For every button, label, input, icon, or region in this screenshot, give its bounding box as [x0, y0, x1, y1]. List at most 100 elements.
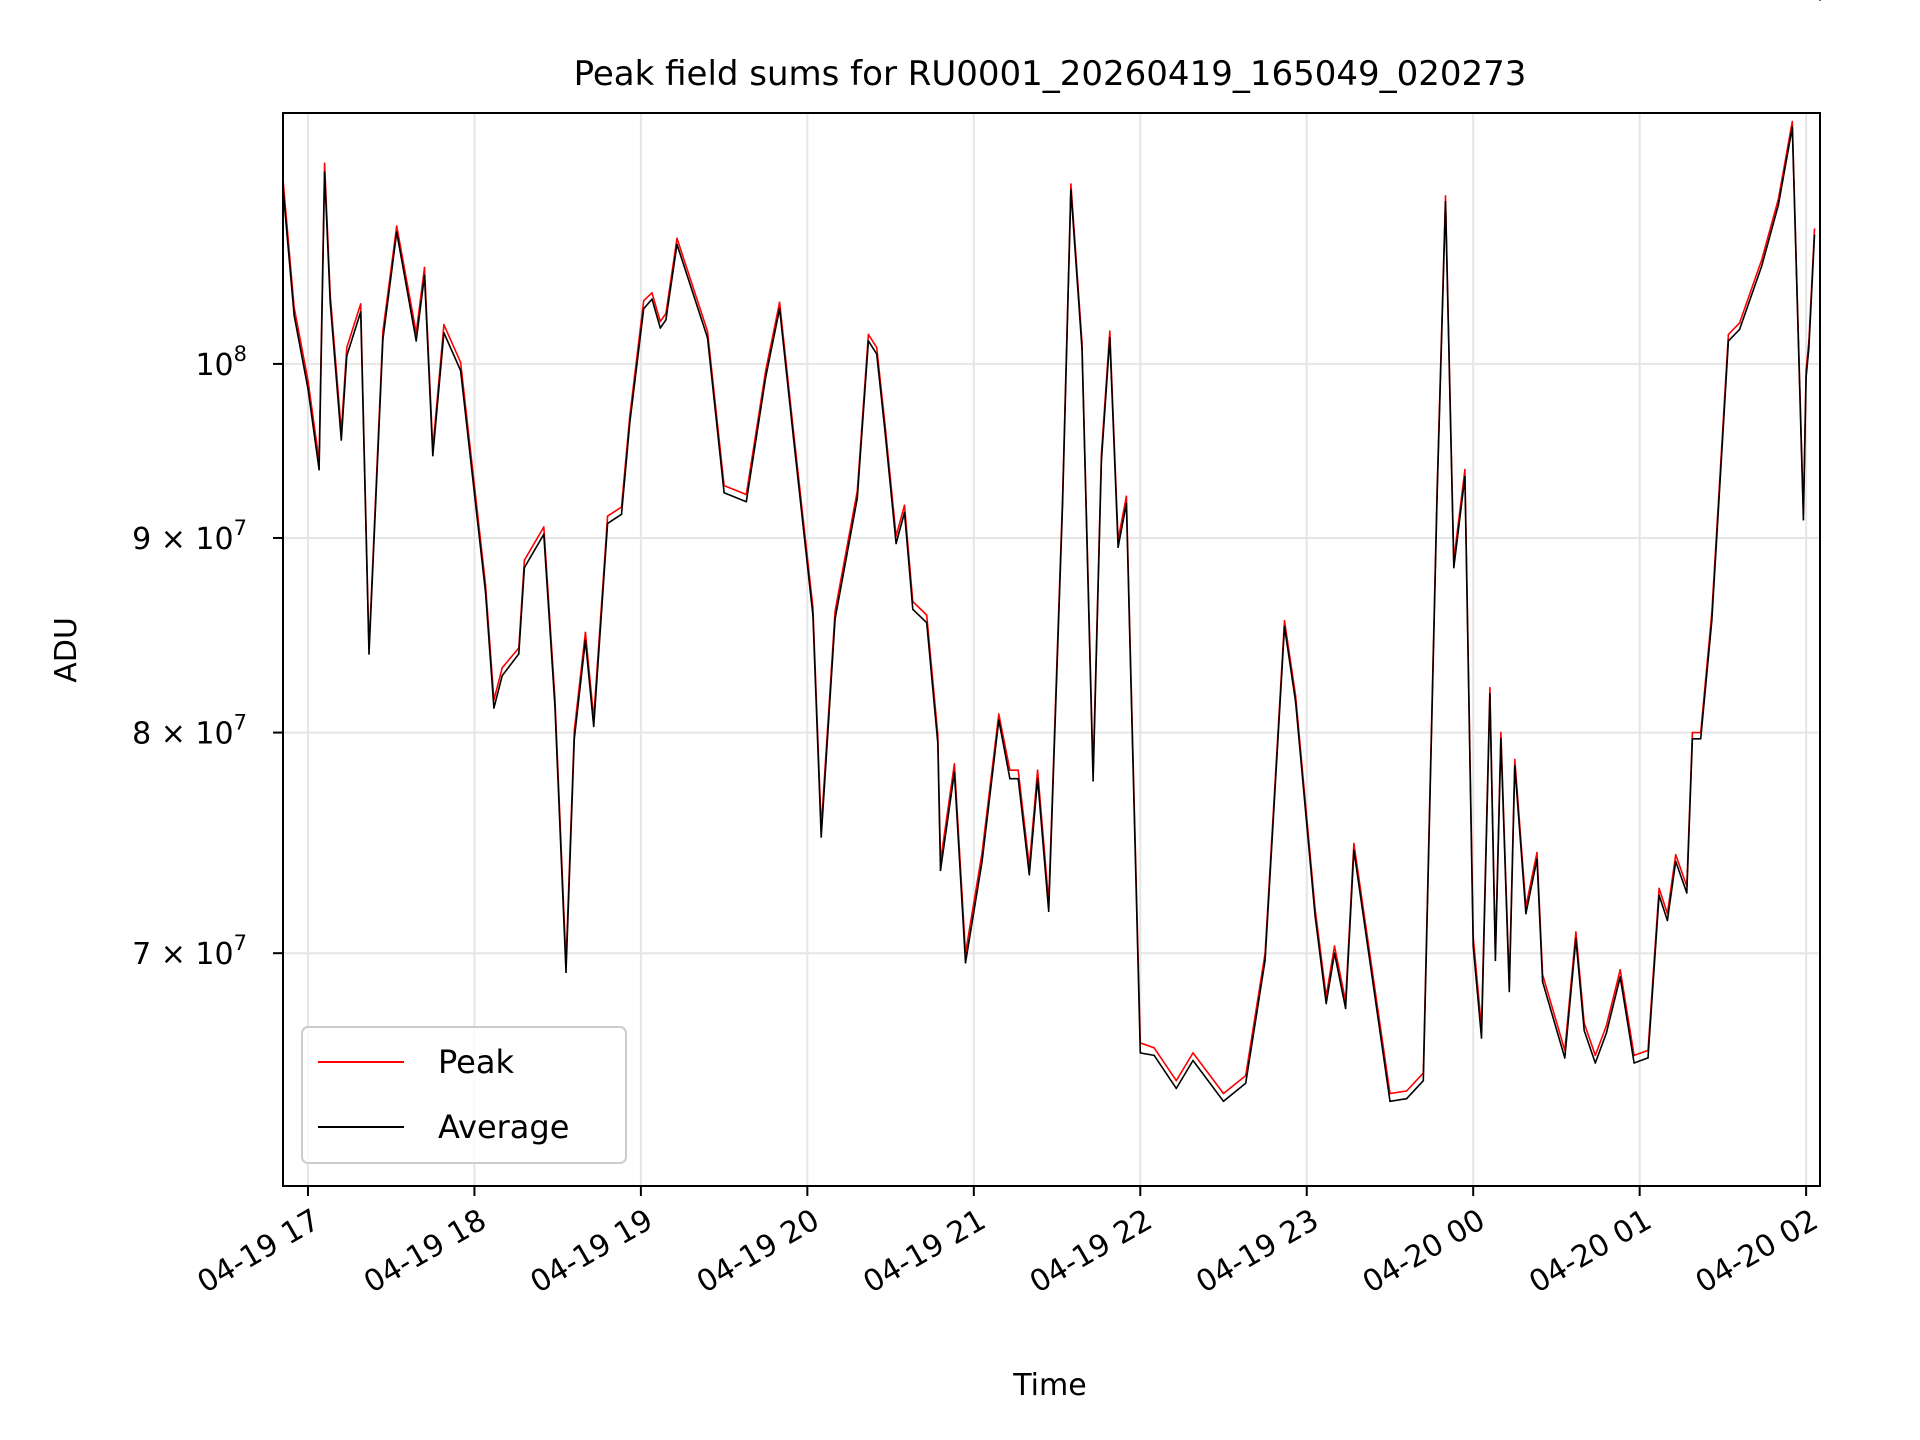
data-point-average: [651, 298, 653, 300]
data-point-average: [368, 653, 370, 655]
data-point-average: [543, 533, 545, 536]
data-point-peak: [778, 301, 781, 304]
data-point-average: [1153, 1054, 1155, 1057]
data-point-average: [981, 860, 983, 863]
data-point-average: [1575, 938, 1577, 940]
data-point-average: [1583, 1029, 1585, 1032]
data-point-peak: [1017, 769, 1019, 771]
data-point-average: [518, 653, 520, 655]
data-point-average: [1061, 502, 1064, 505]
data-point-peak: [543, 526, 545, 528]
data-point-peak: [1813, 228, 1816, 230]
data-point-average: [884, 430, 886, 433]
data-point-average: [856, 497, 859, 499]
data-point-average: [293, 314, 295, 316]
data-point-average: [1805, 376, 1807, 379]
data-point-average: [1738, 328, 1741, 331]
data-point-average: [1294, 701, 1297, 703]
data-point-average: [939, 869, 942, 872]
data-point-average: [1472, 945, 1474, 947]
data-point-average: [1070, 189, 1072, 191]
data-point-average: [912, 608, 914, 611]
data-point-average: [1480, 1037, 1483, 1039]
data-point-average: [1536, 858, 1538, 860]
data-point-peak: [903, 504, 906, 507]
chart-title: Peak field sums for RU0001_20260419_1650…: [574, 54, 1527, 94]
data-point-average: [323, 171, 326, 173]
data-point-peak: [1489, 687, 1491, 689]
data-point-average: [1633, 1062, 1635, 1064]
data-point-average: [676, 243, 678, 246]
data-point-peak: [1760, 259, 1763, 261]
legend-label-average: Average: [438, 1108, 569, 1146]
data-point-average: [903, 511, 906, 514]
data-point-peak: [346, 346, 348, 349]
data-point-peak: [1464, 468, 1466, 471]
data-point-average: [1525, 912, 1527, 915]
data-point-peak: [1036, 769, 1039, 771]
data-point-average: [745, 500, 748, 503]
y-tick-label: 108: [195, 342, 247, 383]
data-point-average: [925, 621, 928, 624]
data-point-average: [1036, 777, 1039, 780]
data-point-average: [443, 332, 445, 334]
series-lines: [282, 0, 1821, 1103]
data-point-average: [1222, 1100, 1225, 1103]
data-point-peak: [1125, 495, 1128, 498]
data-point-average: [820, 836, 822, 838]
y-tick-label: 8 × 107: [132, 711, 247, 752]
data-point-peak: [1674, 853, 1677, 856]
data-point-average: [1760, 265, 1763, 267]
data-point-average: [812, 614, 814, 616]
data-point-average: [1686, 892, 1688, 894]
data-point-average: [1666, 919, 1669, 922]
data-point-peak: [307, 379, 309, 382]
data-point-average: [1674, 860, 1677, 863]
grid-lines: [283, 113, 1820, 1186]
data-point-average: [1594, 1062, 1597, 1064]
data-point-peak: [659, 320, 662, 323]
data-point-average: [1314, 915, 1316, 917]
data-point-peak: [1333, 945, 1336, 947]
data-point-average: [382, 338, 384, 341]
data-point-average: [1139, 1052, 1142, 1054]
data-point-peak: [1353, 842, 1355, 845]
data-point-average: [1117, 546, 1119, 548]
data-point-average: [1489, 693, 1491, 695]
data-point-average: [1727, 340, 1730, 342]
data-point-average: [998, 719, 1000, 721]
data-point-average: [1808, 346, 1810, 349]
data-point-average: [1508, 990, 1511, 993]
y-axis-ticks: 108 9 × 107 8 × 107 7 × 107: [132, 342, 283, 972]
data-point-average: [1192, 1059, 1194, 1062]
data-point-peak: [1727, 333, 1730, 336]
data-point-average: [1500, 738, 1502, 740]
data-point-peak: [584, 631, 587, 634]
data-point-average: [1092, 780, 1094, 782]
data-point-peak: [1175, 1079, 1178, 1082]
data-point-peak: [1619, 969, 1621, 971]
legend: Peak Average: [301, 1026, 627, 1164]
data-point-average: [620, 513, 623, 516]
data-point-average: [415, 340, 418, 342]
y-axis-label: ADU: [49, 617, 84, 683]
data-point-average: [659, 327, 662, 329]
data-point-peak: [706, 330, 709, 333]
data-point-average: [1819, 0, 1821, 1]
data-point-peak: [1500, 731, 1502, 734]
data-point-average: [340, 439, 343, 441]
data-point-average: [964, 961, 967, 964]
data-point-average: [1791, 126, 1794, 129]
data-point-average: [764, 376, 767, 379]
data-point-average: [1333, 952, 1336, 954]
data-point-average: [1109, 336, 1111, 339]
data-point-peak: [651, 292, 653, 294]
data-point-average: [1047, 910, 1050, 913]
data-point-peak: [1658, 887, 1660, 890]
data-point-average: [346, 354, 348, 357]
data-point-average: [523, 566, 526, 569]
data-point-average: [318, 468, 320, 471]
data-point-peak: [359, 303, 362, 305]
data-point-peak: [1444, 195, 1447, 197]
